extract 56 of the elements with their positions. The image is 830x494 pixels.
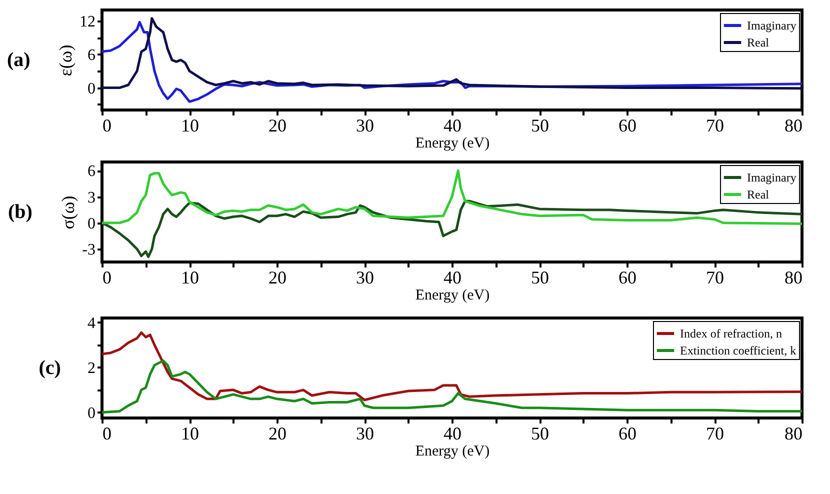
line-series bbox=[100, 331, 804, 402]
x-tick-label: 30 bbox=[356, 268, 374, 288]
x-tick-label: 30 bbox=[356, 116, 374, 136]
y-tick-label: 4 bbox=[88, 314, 96, 332]
x-tick-label: 30 bbox=[356, 424, 374, 444]
x-tick-label: 0 bbox=[102, 424, 112, 444]
x-tick-label: 40 bbox=[444, 116, 462, 136]
x-tick-label: 50 bbox=[531, 116, 549, 136]
x-axis-title: Energy (eV) bbox=[415, 136, 490, 152]
x-tick-label: 20 bbox=[268, 116, 286, 136]
x-tick-label: 80 bbox=[784, 424, 802, 444]
x-tick-label: 80 bbox=[784, 116, 802, 136]
y-tick-label: 0 bbox=[88, 80, 96, 98]
line-series bbox=[100, 169, 804, 225]
y-tick-label: 2 bbox=[88, 360, 96, 377]
y-tick-label: 0 bbox=[88, 215, 96, 232]
y-axis-title: ε(ω) bbox=[56, 44, 76, 76]
legend-label: Imaginary bbox=[747, 18, 796, 32]
line-series bbox=[100, 200, 804, 258]
legend-label: Extinction coefficient, k bbox=[680, 344, 796, 358]
legend-label: Imaginary bbox=[747, 170, 796, 184]
x-tick-label: 10 bbox=[181, 116, 199, 136]
line-series bbox=[100, 17, 804, 90]
x-tick-label: 20 bbox=[268, 424, 286, 444]
y-tick-label: 3 bbox=[88, 189, 96, 206]
y-tick-label: 0 bbox=[88, 404, 96, 422]
x-tick-label: 0 bbox=[102, 268, 112, 288]
x-tick-label: 10 bbox=[181, 424, 199, 444]
x-tick-label: 80 bbox=[784, 268, 802, 288]
x-tick-label: 60 bbox=[618, 268, 636, 288]
x-tick-label: 70 bbox=[706, 268, 724, 288]
y-tick-label: 6 bbox=[88, 46, 96, 64]
text: (a) bbox=[7, 49, 30, 71]
x-tick-label: 60 bbox=[618, 116, 636, 136]
legend-label: Real bbox=[747, 36, 770, 50]
x-tick-label: 40 bbox=[444, 268, 462, 288]
x-tick-label: 50 bbox=[531, 424, 549, 444]
y-tick-label: -3 bbox=[82, 241, 96, 258]
line-series bbox=[100, 359, 804, 414]
x-tick-label: 10 bbox=[181, 268, 199, 288]
x-axis-title: Energy (eV) bbox=[415, 444, 490, 460]
text: (b) bbox=[8, 201, 32, 223]
text: (c) bbox=[38, 357, 61, 379]
x-tick-label: 50 bbox=[531, 268, 549, 288]
legend-label: Real bbox=[747, 188, 770, 202]
x-tick-label: 40 bbox=[444, 424, 462, 444]
x-tick-label: 60 bbox=[618, 424, 636, 444]
legend-label: Index of refraction, n bbox=[680, 326, 782, 340]
y-axis-title: σ(ω) bbox=[58, 196, 78, 230]
x-tick-label: 20 bbox=[268, 268, 286, 288]
y-tick-label: 12 bbox=[80, 14, 96, 31]
x-tick-label: 0 bbox=[102, 116, 112, 136]
x-tick-label: 70 bbox=[706, 424, 724, 444]
y-tick-label: 6 bbox=[88, 163, 96, 180]
x-axis-title: Energy (eV) bbox=[415, 288, 490, 304]
x-tick-label: 70 bbox=[706, 116, 724, 136]
